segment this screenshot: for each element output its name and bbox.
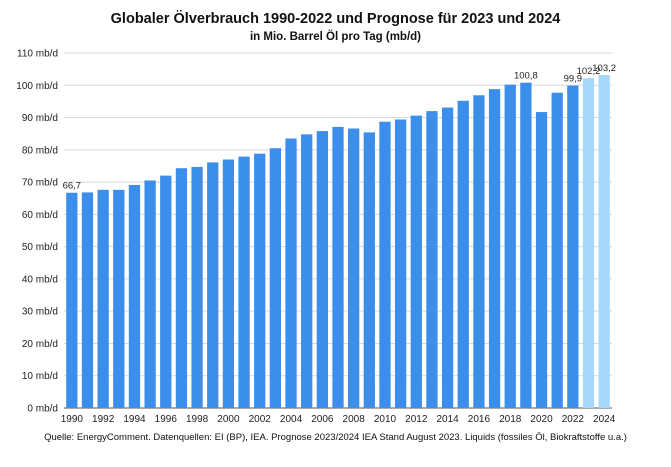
x-tick-label: 2000 <box>217 414 240 425</box>
chart-subtitle: in Mio. Barrel Öl pro Tag (mb/d) <box>249 31 421 43</box>
data-label-2023: 102,2 <box>577 66 601 77</box>
y-tick-label: 70 mb/d <box>22 178 58 189</box>
x-tick-label: 1998 <box>186 414 209 425</box>
bar-2010 <box>379 121 391 408</box>
bar-2002 <box>254 153 266 408</box>
chart-title: Globaler Ölverbrauch 1990-2022 und Progn… <box>110 11 561 27</box>
x-tick-label: 1994 <box>123 414 146 425</box>
x-tick-label: 2018 <box>499 414 522 425</box>
bar-2009 <box>363 132 375 408</box>
x-tick-label: 2024 <box>593 414 616 425</box>
bar-2017 <box>488 89 501 409</box>
y-tick-label: 60 mb/d <box>22 210 58 221</box>
x-tick-label: 2002 <box>249 414 272 425</box>
y-tick-label: 100 mb/d <box>16 81 58 92</box>
bar-2000 <box>222 159 235 408</box>
y-tick-label: 20 mb/d <box>22 339 58 350</box>
y-tick-label: 0 mb/d <box>27 404 58 415</box>
bar-2020 <box>535 112 548 409</box>
bar-2018 <box>504 84 516 409</box>
y-axis-ticks: 0 mb/d 10 mb/d 20 mb/d 30 mb/d 40 mb/d 50 mb/… <box>16 49 58 415</box>
x-tick-label: 2004 <box>280 414 303 425</box>
y-tick-label: 40 mb/d <box>22 274 58 285</box>
data-label-2019: 100,8 <box>514 71 538 82</box>
bar-1999 <box>207 162 219 408</box>
bar-2015 <box>457 100 469 408</box>
bar-2019 <box>520 82 532 408</box>
x-tick-label: 2010 <box>374 414 397 425</box>
bar-2008 <box>348 128 360 408</box>
bar-1994 <box>128 184 141 408</box>
x-axis-ticks: 1990 1992 1994 1996 1998 2000 2002 2004 2006 2008… <box>61 414 616 425</box>
bar-2003 <box>269 148 282 409</box>
bar-2024 <box>598 74 610 408</box>
x-tick-label: 1996 <box>155 414 178 425</box>
x-tick-label: 1990 <box>61 414 84 425</box>
bar-1995 <box>144 180 156 408</box>
bar-2007 <box>332 126 344 409</box>
y-tick-label: 80 mb/d <box>22 145 58 156</box>
bar-chart: 0 mb/d 10 mb/d 20 mb/d 30 mb/d 40 mb/d 50 mb/… <box>16 49 616 426</box>
y-tick-label: 110 mb/d <box>17 49 58 60</box>
x-tick-label: 2014 <box>436 414 459 425</box>
x-tick-label: 2020 <box>530 414 553 425</box>
bar-1993 <box>113 189 125 408</box>
bar-1991 <box>81 192 94 408</box>
bar-2016 <box>473 95 485 408</box>
data-label-2024: 103,2 <box>592 63 616 74</box>
x-tick-label: 2006 <box>311 414 334 425</box>
y-tick-label: 10 mb/d <box>22 371 58 382</box>
bar-1998 <box>191 166 203 408</box>
bar-1990 <box>66 192 78 408</box>
bar-2014 <box>441 107 454 409</box>
bar-2022 <box>567 85 579 408</box>
bar-2011 <box>394 119 407 409</box>
x-tick-label: 2008 <box>343 414 366 425</box>
y-tick-label: 90 mb/d <box>22 113 58 124</box>
source-note: Quelle: EnergyComment. Datenquellen: EI … <box>44 432 627 443</box>
bar-1997 <box>175 168 188 408</box>
bar-2021 <box>551 92 563 408</box>
x-tick-label: 2012 <box>405 414 428 425</box>
bar-2005 <box>301 134 313 408</box>
data-label-2022: 99,9 <box>564 74 583 85</box>
bar-2012 <box>410 115 422 408</box>
bar-1992 <box>97 189 109 408</box>
x-tick-label: 1992 <box>92 414 115 425</box>
bar-2023 <box>582 78 595 408</box>
bar-2001 <box>238 156 250 408</box>
y-tick-label: 30 mb/d <box>22 307 58 318</box>
data-label-1990: 66,7 <box>63 181 82 192</box>
bar-2013 <box>426 111 438 408</box>
x-tick-label: 2016 <box>468 414 491 425</box>
bar-1996 <box>160 175 172 408</box>
bar-2004 <box>285 138 297 409</box>
y-tick-label: 50 mb/d <box>22 242 58 253</box>
bars <box>66 74 610 409</box>
x-tick-label: 2022 <box>562 414 585 425</box>
bar-2006 <box>316 131 328 408</box>
